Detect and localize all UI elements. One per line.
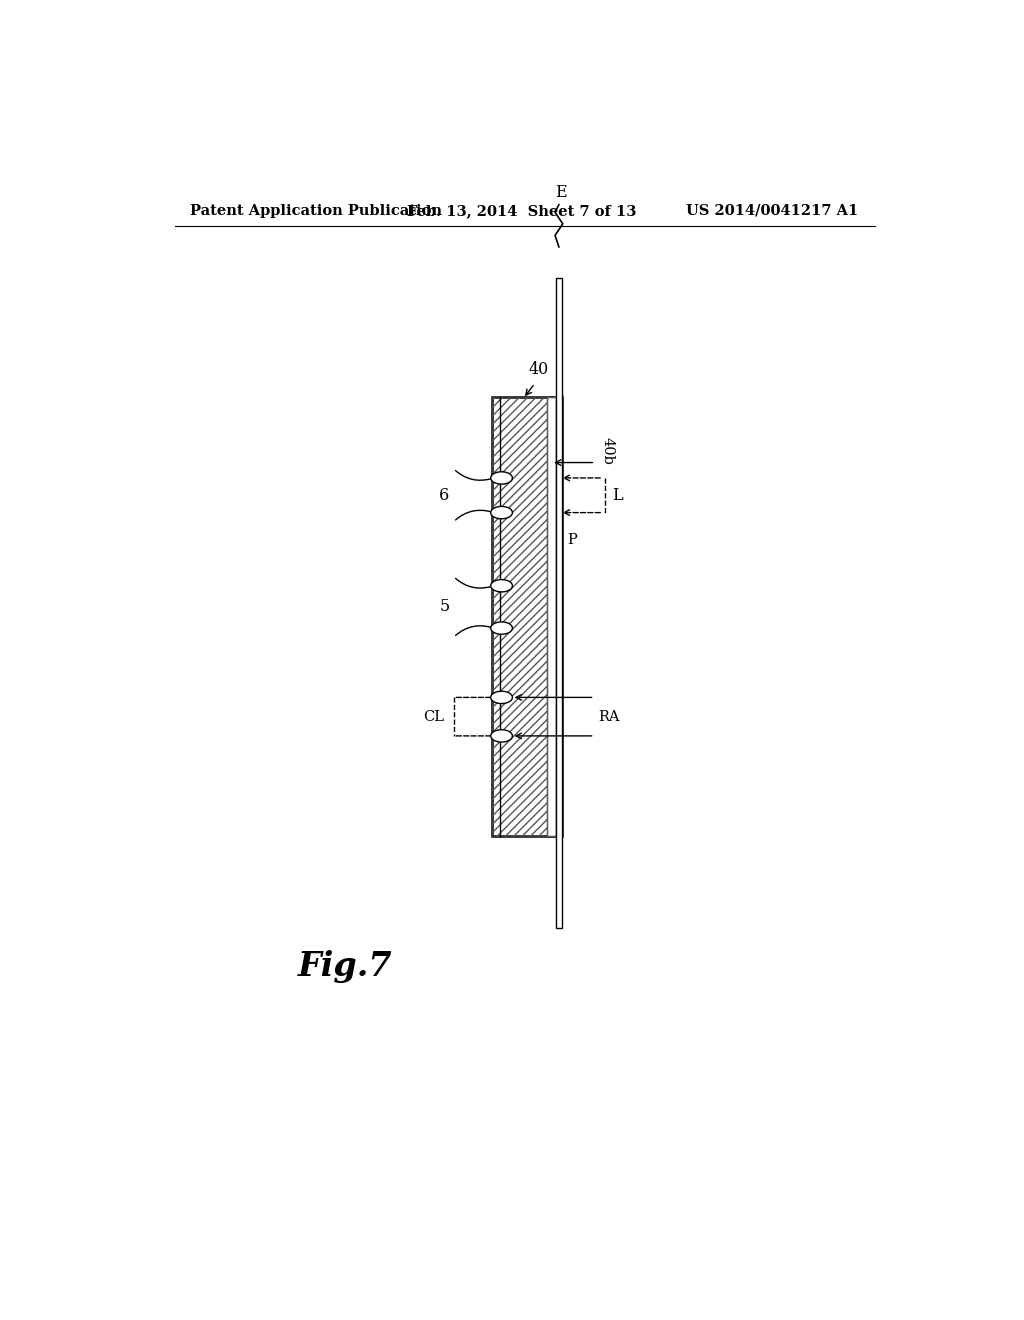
Text: 6: 6: [439, 487, 450, 504]
Polygon shape: [490, 579, 512, 591]
Text: E: E: [555, 183, 566, 201]
Text: CL: CL: [423, 710, 444, 723]
Bar: [547, 397, 556, 836]
Text: L: L: [612, 487, 623, 504]
Text: Fig.7: Fig.7: [298, 950, 392, 983]
Text: Patent Application Publication: Patent Application Publication: [190, 203, 442, 218]
Bar: [493, 397, 562, 836]
Bar: [556, 277, 562, 928]
Bar: [493, 397, 562, 836]
Text: P: P: [567, 532, 578, 546]
Polygon shape: [490, 471, 512, 484]
Text: RA: RA: [598, 710, 620, 723]
Text: 40: 40: [528, 360, 549, 378]
Bar: [547, 397, 556, 836]
Polygon shape: [490, 692, 512, 704]
Polygon shape: [490, 507, 512, 519]
Text: 40b: 40b: [601, 437, 614, 465]
Text: US 2014/0041217 A1: US 2014/0041217 A1: [686, 203, 858, 218]
Text: Feb. 13, 2014  Sheet 7 of 13: Feb. 13, 2014 Sheet 7 of 13: [407, 203, 636, 218]
Polygon shape: [490, 730, 512, 742]
Text: 5: 5: [439, 598, 450, 615]
Polygon shape: [490, 622, 512, 634]
